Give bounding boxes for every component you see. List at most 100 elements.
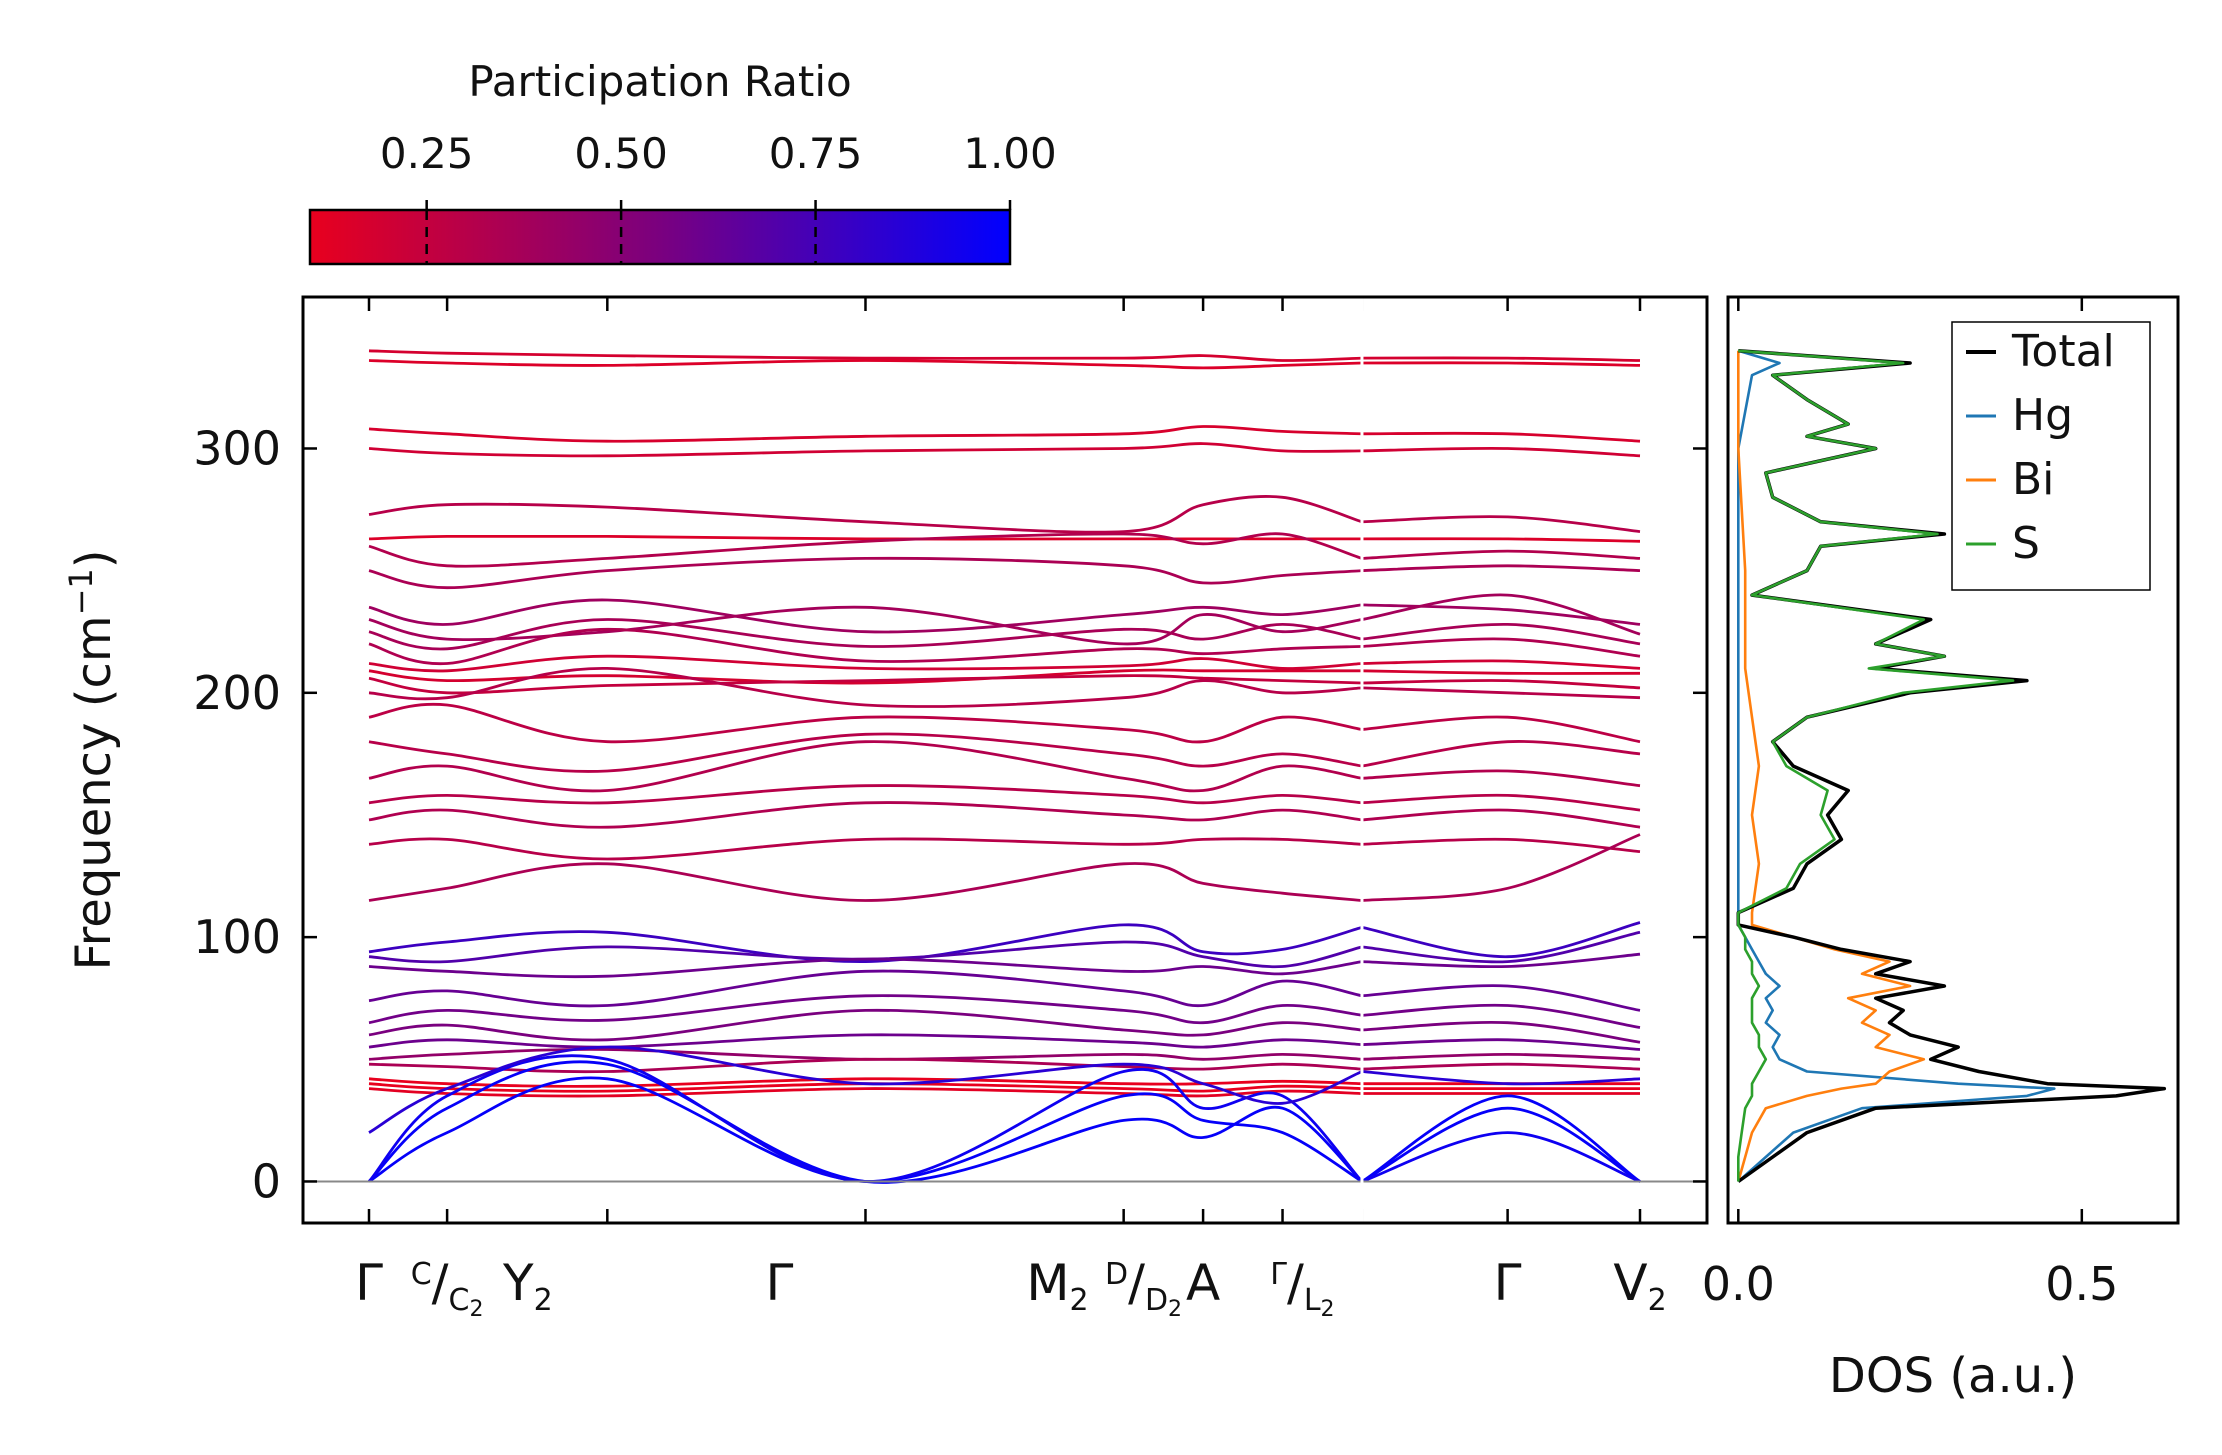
- optical-band: [1361, 637, 1641, 658]
- optical-band: [1361, 361, 1641, 367]
- dos-curve-s: [1737, 349, 2015, 1182]
- optical-band: [368, 495, 1363, 534]
- acoustic-band: [367, 1054, 1364, 1183]
- ylabel-close: ): [66, 549, 122, 568]
- kpoint-label-main: Γ: [355, 1254, 383, 1312]
- kpoint-label-sup: D: [1105, 1257, 1128, 1292]
- low-band: [1361, 921, 1641, 959]
- optical-band: [1361, 564, 1641, 572]
- frequency-tick-label: 200: [193, 666, 281, 720]
- optical-band: [1361, 740, 1641, 768]
- acoustic-band: [368, 1076, 1363, 1183]
- kpoint-label-sup: C: [411, 1257, 432, 1292]
- optical-band: [1361, 659, 1641, 670]
- low-band: [368, 940, 1363, 969]
- frequency-axis-title: Frequency (cm−1): [62, 549, 122, 970]
- low-band: [1361, 952, 1641, 969]
- optical-band: [1361, 537, 1641, 543]
- optical-band: [1361, 669, 1641, 675]
- kpoint-label: D/D2: [1105, 1254, 1182, 1322]
- optical-band: [368, 674, 1363, 695]
- dos-tick-label: 0.5: [2045, 1257, 2118, 1311]
- optical-band: [1361, 769, 1641, 788]
- kpoint-label-sub: 2: [1648, 1283, 1667, 1318]
- legend-label-total: Total: [2011, 326, 2115, 377]
- frequency-tick-label: 300: [193, 421, 281, 475]
- optical-band: [1361, 715, 1641, 744]
- kpoint-label-sub: 2: [1321, 1297, 1335, 1322]
- kpoint-label: Γ: [355, 1254, 383, 1312]
- optical-band: [368, 837, 1363, 861]
- optical-band: [368, 442, 1363, 458]
- low-band: [368, 994, 1363, 1025]
- optical-band: [1361, 808, 1641, 829]
- optical-band: [368, 732, 1363, 773]
- band-axes: [303, 297, 1707, 1223]
- kpoint-label: A: [1186, 1254, 1220, 1312]
- optical-band: [368, 349, 1363, 362]
- acoustic-band: [1361, 1106, 1641, 1183]
- kpoint-label-main: Y: [502, 1254, 534, 1312]
- kpoint-label-main: M: [1026, 1254, 1069, 1312]
- kpoint-label-main: D: [1145, 1283, 1168, 1318]
- kpoint-label-main: C: [449, 1283, 470, 1318]
- legend-label-s: S: [2012, 518, 2040, 569]
- dos-axis-title: DOS (a.u.): [1829, 1348, 2077, 1404]
- low-band: [1361, 930, 1641, 964]
- kpoint-labels: Γ C/C2 Y2 Γ M2D/D2 A Γ/L2 Γ V2: [355, 1254, 1667, 1322]
- kpoint-label-sup: Γ: [1270, 1257, 1287, 1292]
- optical-band: [1361, 793, 1641, 812]
- ylabel-superscript: −1: [62, 568, 100, 615]
- low-band: [1361, 984, 1641, 1012]
- legend-label-hg: Hg: [2012, 390, 2073, 441]
- optical-band: [368, 668, 1362, 685]
- kpoint-label-sub: 2: [534, 1283, 553, 1318]
- kpoint-label-slash: /: [1128, 1254, 1145, 1312]
- dos-tick-label: 0.0: [1702, 1257, 1775, 1311]
- kpoint-label-slash: /: [1287, 1254, 1304, 1312]
- low-band: [1361, 1038, 1641, 1051]
- acoustic-band: [1361, 1131, 1641, 1183]
- optical-band: [1361, 686, 1641, 700]
- kpoint-label: M2: [1026, 1254, 1088, 1318]
- low-band: [368, 1008, 1363, 1042]
- kpoint-label-main: Γ: [765, 1254, 793, 1312]
- optical-band: [368, 532, 1363, 568]
- kpoint-label-sub: 2: [1168, 1297, 1182, 1322]
- optical-band: [1361, 515, 1641, 533]
- frequency-ticks: 0 100 200 300: [193, 421, 2178, 1208]
- kpoint-label: Γ: [765, 1254, 793, 1312]
- optical-band: [1361, 446, 1641, 458]
- optical-band: [1361, 603, 1641, 626]
- dos-ticks: 0.0 0.5: [1702, 297, 2118, 1311]
- low-band: [1361, 1062, 1641, 1071]
- optical-band: [368, 801, 1363, 829]
- phonon-bands: [367, 349, 1641, 1184]
- legend-label-bi: Bi: [2012, 454, 2054, 505]
- dos-legend: Total Hg Bi S: [1951, 321, 2151, 591]
- acoustic-band: [1361, 1094, 1641, 1183]
- frequency-tick-label: 0: [252, 1154, 281, 1208]
- optical-band: [1361, 679, 1641, 690]
- low-band: [1361, 1052, 1641, 1061]
- optical-band: [368, 784, 1363, 805]
- optical-band: [368, 598, 1363, 634]
- optical-band: [368, 702, 1363, 744]
- optical-band: [368, 425, 1363, 443]
- optical-band: [1361, 356, 1641, 362]
- optical-band: [368, 740, 1363, 793]
- optical-band: [368, 862, 1363, 902]
- dos-curves: [1736, 349, 2167, 1183]
- low-band: [368, 969, 1363, 1008]
- kpoint-label-sub: 2: [1069, 1283, 1088, 1318]
- kpoint-label-main: L: [1304, 1283, 1321, 1318]
- low-band: [368, 1057, 1363, 1074]
- kpoint-label: Γ/L2: [1270, 1254, 1334, 1322]
- optical-band: [368, 556, 1363, 590]
- colorbar: Participation Ratio 0.25 0.50 0.75 1.00: [308, 57, 1057, 266]
- kpoint-label: C/C2: [411, 1254, 484, 1322]
- low-band: [368, 1033, 1363, 1049]
- kpoint-label-main: A: [1186, 1254, 1220, 1312]
